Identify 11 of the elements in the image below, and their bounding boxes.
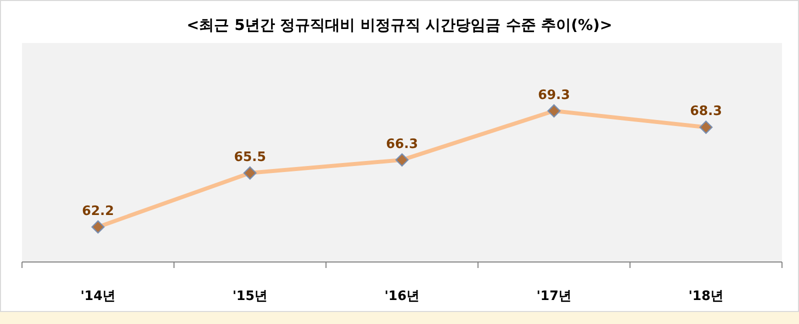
data-label: 69.3 xyxy=(538,88,570,103)
x-tick-label: '14년 xyxy=(80,289,116,304)
x-tick-label: '16년 xyxy=(384,289,420,304)
chart-title: <최근 5년간 정규직대비 비정규직 시간당임금 수준 추이(%)> xyxy=(186,16,612,34)
data-label: 65.5 xyxy=(234,150,266,166)
x-tick-label: '18년 xyxy=(688,289,724,304)
data-label: 66.3 xyxy=(386,136,418,152)
x-tick-label: '15년 xyxy=(232,289,268,304)
data-label: 62.2 xyxy=(82,204,114,219)
data-label: 68.3 xyxy=(690,104,722,120)
x-tick-label: '17년 xyxy=(536,289,572,304)
